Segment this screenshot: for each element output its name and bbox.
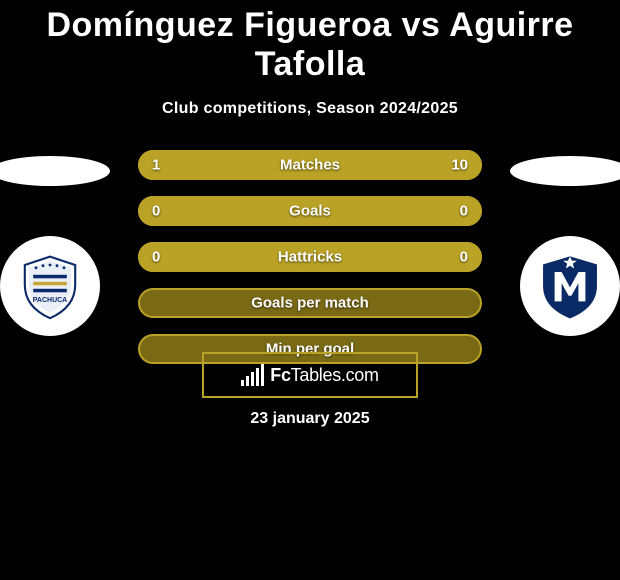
stat-value-left: 1 <box>152 157 160 174</box>
watermark-text: FcTables.com <box>270 365 378 386</box>
stat-bars: 1 10 Matches 0 0 Goals 0 0 Hattricks Goals per ma… <box>138 150 482 364</box>
subtitle: Club competitions, Season 2024/2025 <box>0 100 620 118</box>
stat-value-right: 10 <box>451 157 468 174</box>
crest-pachuca-icon: PACHUCA <box>15 251 85 321</box>
stat-label: Hattricks <box>278 249 342 266</box>
watermark: FcTables.com <box>202 352 418 398</box>
watermark-prefix: Fc <box>270 365 290 385</box>
stat-bar: 0 0 Goals <box>138 196 482 226</box>
watermark-suffix: Tables <box>291 365 341 385</box>
player-col-left: PACHUCA <box>0 156 110 336</box>
stat-bar: 1 10 Matches <box>138 150 482 180</box>
watermark-chart-icon <box>241 364 264 386</box>
stat-value-left: 0 <box>152 249 160 266</box>
player-col-right <box>510 156 620 336</box>
stat-label: Matches <box>280 157 340 174</box>
stat-bar: 0 0 Hattricks <box>138 242 482 272</box>
svg-text:PACHUCA: PACHUCA <box>33 297 67 304</box>
date-line: 23 january 2025 <box>0 410 620 428</box>
stat-value-right: 0 <box>460 249 468 266</box>
comparison-card: Domínguez Figueroa vs Aguirre Tafolla Cl… <box>0 0 620 580</box>
team-crest-left: PACHUCA <box>0 236 100 336</box>
stat-label: Goals per match <box>251 295 369 312</box>
crest-monterrey-icon <box>535 251 605 321</box>
page-title: Domínguez Figueroa vs Aguirre Tafolla <box>0 6 620 84</box>
stat-bar: Goals per match <box>138 288 482 318</box>
team-crest-right <box>520 236 620 336</box>
player-avatar-left <box>0 156 110 186</box>
watermark-tail: .com <box>341 365 379 385</box>
player-avatar-right <box>510 156 620 186</box>
stat-label: Goals <box>289 203 331 220</box>
stat-fill-left <box>138 196 310 226</box>
stat-value-right: 0 <box>460 203 468 220</box>
stat-value-left: 0 <box>152 203 160 220</box>
stat-fill-right <box>310 196 482 226</box>
